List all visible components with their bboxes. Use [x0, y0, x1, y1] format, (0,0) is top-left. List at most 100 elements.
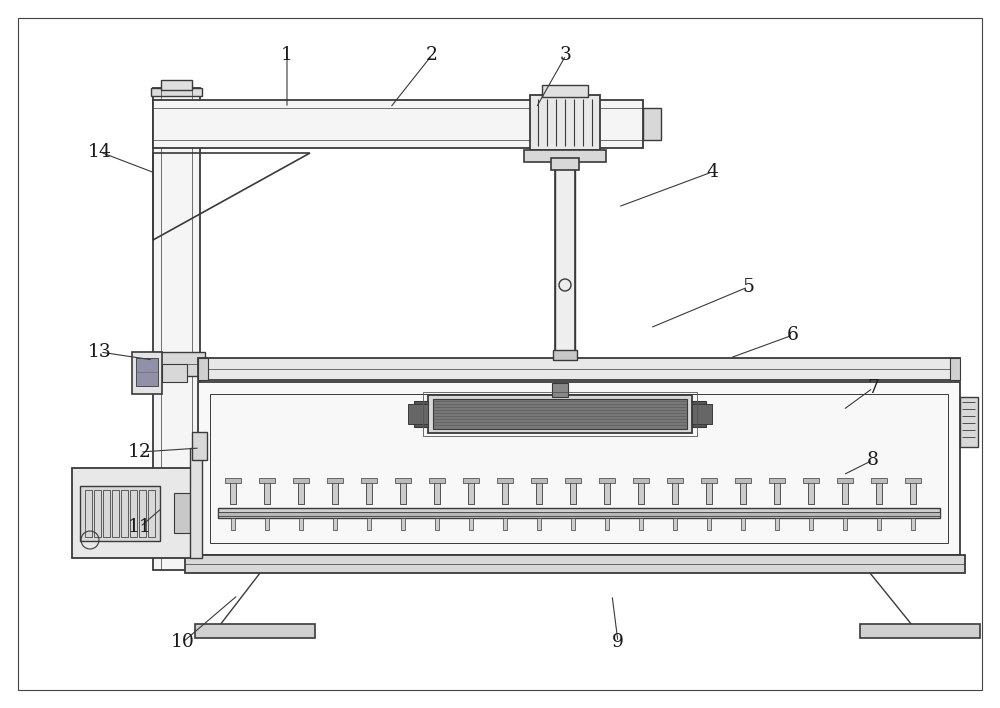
- Bar: [367, 518, 371, 530]
- Bar: [910, 482, 916, 504]
- Text: 8: 8: [867, 451, 879, 469]
- Bar: [265, 518, 269, 530]
- Bar: [667, 478, 683, 483]
- Bar: [468, 482, 474, 504]
- Bar: [332, 482, 338, 504]
- Text: 4: 4: [706, 163, 718, 181]
- Bar: [960, 397, 978, 447]
- Bar: [605, 518, 609, 530]
- Bar: [231, 518, 235, 530]
- Bar: [542, 85, 588, 97]
- Bar: [423, 392, 697, 436]
- Text: 11: 11: [128, 518, 152, 536]
- Text: 12: 12: [128, 443, 152, 461]
- Bar: [571, 518, 575, 530]
- Text: 2: 2: [426, 46, 438, 64]
- Bar: [503, 518, 507, 530]
- Bar: [769, 478, 785, 483]
- Bar: [843, 518, 847, 530]
- Bar: [633, 478, 649, 483]
- Text: 14: 14: [88, 143, 112, 161]
- Bar: [604, 482, 610, 504]
- Bar: [775, 518, 779, 530]
- Bar: [876, 482, 882, 504]
- Bar: [136, 358, 158, 386]
- Text: 10: 10: [171, 633, 195, 651]
- Bar: [80, 486, 160, 541]
- Text: 13: 13: [88, 343, 112, 361]
- Bar: [85, 490, 92, 537]
- Bar: [531, 478, 547, 483]
- Bar: [225, 478, 241, 483]
- Bar: [121, 490, 128, 537]
- Bar: [401, 518, 405, 530]
- Bar: [230, 482, 236, 504]
- Text: 3: 3: [560, 46, 572, 64]
- Bar: [808, 482, 814, 504]
- Bar: [72, 468, 194, 558]
- Bar: [803, 478, 819, 483]
- Bar: [911, 518, 915, 530]
- Text: 7: 7: [867, 379, 879, 397]
- Bar: [132, 352, 162, 394]
- Bar: [555, 162, 575, 377]
- Bar: [185, 555, 965, 573]
- Bar: [877, 518, 881, 530]
- Bar: [153, 100, 643, 148]
- Bar: [218, 508, 940, 518]
- Bar: [701, 478, 717, 483]
- Bar: [400, 482, 406, 504]
- Bar: [198, 358, 208, 380]
- Bar: [570, 482, 576, 504]
- Bar: [190, 448, 202, 558]
- Bar: [706, 482, 712, 504]
- Bar: [139, 490, 146, 537]
- Bar: [327, 478, 343, 483]
- Bar: [428, 395, 692, 433]
- Bar: [740, 482, 746, 504]
- Bar: [950, 358, 960, 380]
- Bar: [643, 108, 661, 140]
- Bar: [871, 478, 887, 483]
- Bar: [905, 478, 921, 483]
- Bar: [536, 482, 542, 504]
- Bar: [298, 482, 304, 504]
- Bar: [524, 150, 606, 162]
- Bar: [293, 478, 309, 483]
- Bar: [553, 350, 577, 360]
- Bar: [707, 518, 711, 530]
- Bar: [638, 482, 644, 504]
- Bar: [395, 478, 411, 483]
- Bar: [210, 394, 948, 543]
- Bar: [435, 518, 439, 530]
- Bar: [599, 478, 615, 483]
- Bar: [565, 478, 581, 483]
- Bar: [162, 364, 187, 382]
- Bar: [148, 352, 205, 376]
- Bar: [429, 478, 445, 483]
- Bar: [333, 518, 337, 530]
- Bar: [130, 490, 137, 537]
- Bar: [112, 490, 119, 537]
- Bar: [469, 518, 473, 530]
- Bar: [552, 383, 568, 397]
- Bar: [361, 478, 377, 483]
- Bar: [502, 482, 508, 504]
- Bar: [639, 518, 643, 530]
- Bar: [434, 482, 440, 504]
- Bar: [264, 482, 270, 504]
- Bar: [198, 358, 960, 380]
- Bar: [174, 493, 192, 533]
- Bar: [673, 518, 677, 530]
- Bar: [463, 478, 479, 483]
- Bar: [692, 401, 706, 427]
- Bar: [809, 518, 813, 530]
- Bar: [692, 404, 712, 424]
- Bar: [414, 401, 428, 427]
- Bar: [860, 624, 980, 638]
- Bar: [741, 518, 745, 530]
- Bar: [153, 88, 200, 570]
- Bar: [774, 482, 780, 504]
- Bar: [497, 478, 513, 483]
- Bar: [195, 624, 315, 638]
